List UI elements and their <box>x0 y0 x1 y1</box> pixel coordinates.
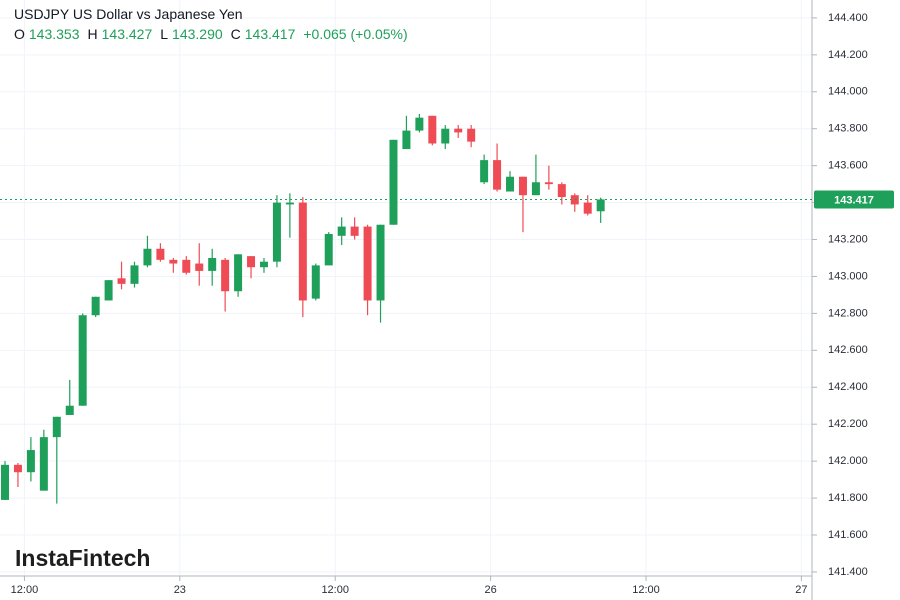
candle-body <box>91 296 100 316</box>
y-tick-label: 141.800 <box>828 492 868 504</box>
ohlc-key: O <box>14 26 25 42</box>
header: USDJPY US Dollar vs Japanese Yen O 143.35… <box>14 4 416 44</box>
ohlc-value: 143.290 <box>172 26 223 42</box>
ohlc-legend: O 143.353 H 143.427 L 143.290 C 143.417 +0.065 (… <box>14 24 416 44</box>
candle-body <box>428 115 437 144</box>
candle-body <box>506 176 515 192</box>
x-tick-label: 26 <box>484 584 496 596</box>
candle-body <box>518 176 527 196</box>
candle-body <box>13 464 22 473</box>
ohlc-value: 143.417 <box>244 26 296 42</box>
candle-body <box>467 128 476 142</box>
candle-body <box>389 139 398 225</box>
ohlc-value: 143.427 <box>101 26 153 42</box>
candle-body <box>169 259 178 264</box>
candle-body <box>363 226 372 301</box>
y-tick-label: 144.200 <box>828 49 868 61</box>
y-tick-label: 141.600 <box>828 529 868 541</box>
candle-body <box>130 265 139 284</box>
candle-body <box>285 202 294 205</box>
candle-body <box>156 248 165 260</box>
candle-body <box>247 256 256 268</box>
candle-body <box>104 280 113 301</box>
y-tick-label: 142.200 <box>828 418 868 430</box>
x-tick-label: 12:00 <box>11 584 39 596</box>
ohlc-key: H <box>87 26 98 42</box>
candle-body <box>454 128 463 133</box>
y-tick-label: 142.000 <box>828 455 868 467</box>
ohlc-key: L <box>160 26 169 42</box>
y-tick-label: 144.400 <box>828 12 868 24</box>
price-badge-label: 143.417 <box>834 194 874 206</box>
candle-body <box>52 416 61 438</box>
x-tick-label: 12:00 <box>632 584 660 596</box>
x-tick-label: 12:00 <box>321 584 349 596</box>
candle-body <box>78 315 87 406</box>
candle-body <box>182 259 191 273</box>
candle-body <box>441 128 450 144</box>
candle-body <box>26 450 35 473</box>
candle-body <box>272 202 281 262</box>
ohlc-key: C <box>230 26 241 42</box>
candle-body <box>221 259 230 292</box>
candle-body <box>493 160 502 190</box>
candle-body <box>480 160 489 183</box>
y-tick-label: 142.800 <box>828 307 868 319</box>
candle-body <box>544 182 553 185</box>
price-badge <box>814 190 894 209</box>
candle-body <box>570 195 579 205</box>
candle-body <box>337 226 346 236</box>
candle-body <box>596 199 605 212</box>
candle-body <box>324 233 333 266</box>
candle-body <box>376 224 385 301</box>
x-tick-label: 27 <box>795 584 807 596</box>
candle-body <box>583 202 592 214</box>
candle-body <box>65 405 74 415</box>
candle-body <box>531 182 540 196</box>
candle-body <box>350 226 359 236</box>
candle-body <box>39 437 48 491</box>
candle-body <box>143 248 152 266</box>
candle-body <box>311 265 320 299</box>
x-tick-label: 23 <box>174 584 186 596</box>
candle-body <box>402 130 411 150</box>
y-tick-label: 143.800 <box>828 123 868 135</box>
candle-body <box>259 261 268 268</box>
candle-body <box>234 254 243 292</box>
ohlc-value: 143.353 <box>28 26 80 42</box>
y-tick-label: 141.400 <box>828 566 868 578</box>
candle-body <box>208 257 217 271</box>
watermark: InstaFintech <box>15 545 150 571</box>
title: USDJPY US Dollar vs Japanese Yen <box>14 6 243 22</box>
y-tick-label: 143.600 <box>828 160 868 172</box>
y-tick-label: 143.200 <box>828 233 868 245</box>
y-tick-label: 142.600 <box>828 344 868 356</box>
candle-body <box>117 278 126 284</box>
y-tick-label: 143.000 <box>828 270 868 282</box>
candle-body <box>415 117 424 131</box>
candle-body <box>557 184 566 198</box>
candle-body <box>298 202 307 301</box>
candle-body <box>0 464 9 500</box>
y-tick-label: 142.400 <box>828 381 868 393</box>
candle-body <box>195 263 204 271</box>
y-tick-label: 144.000 <box>828 86 868 98</box>
change: +0.065 (+0.05%) <box>303 26 408 42</box>
